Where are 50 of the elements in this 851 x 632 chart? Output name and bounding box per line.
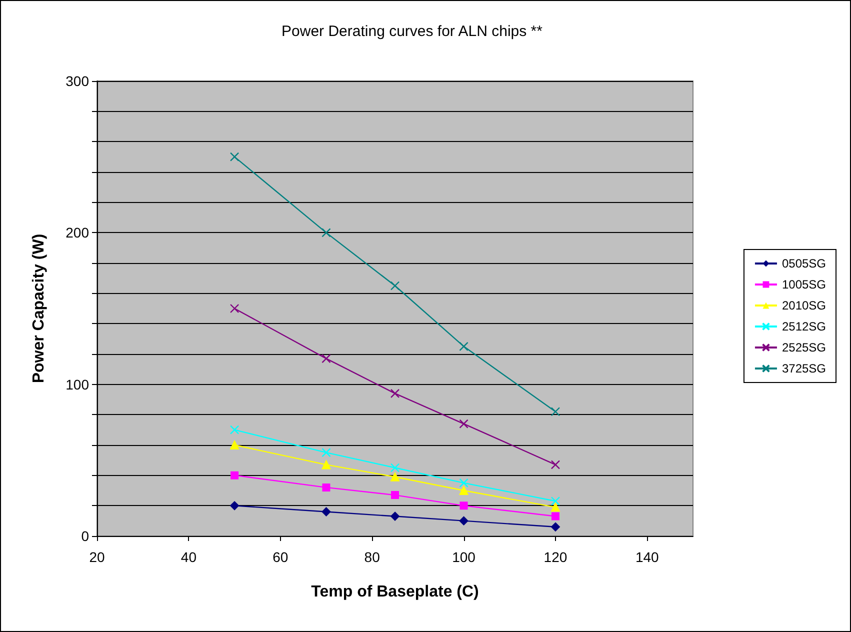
point — [322, 483, 330, 492]
point — [390, 472, 400, 482]
y-axis-title: Power Capacity (W) — [30, 234, 48, 384]
point — [391, 491, 399, 500]
point — [230, 440, 240, 450]
y-tick-label: 300 — [66, 73, 90, 89]
point — [230, 471, 239, 480]
chart-title: Power Derating curves for ALN chips ** — [282, 23, 543, 40]
x-tick-label: 120 — [544, 549, 568, 565]
legend-label: 0505SG — [782, 256, 826, 270]
legend-label: 2512SG — [782, 320, 826, 334]
point — [459, 342, 468, 352]
legend-label: 3725SG — [782, 362, 826, 376]
x-tick-label: 140 — [635, 549, 660, 565]
x-tick-label: 60 — [272, 549, 288, 565]
point — [322, 460, 331, 470]
y-tick-label: 200 — [66, 224, 90, 241]
x-tick-label: 80 — [364, 549, 380, 565]
point — [459, 486, 468, 495]
point — [390, 463, 400, 472]
point — [390, 388, 400, 398]
point — [322, 448, 331, 458]
x-tick-label: 20 — [89, 549, 105, 565]
x-tick-label: 100 — [452, 549, 476, 565]
x-tick-label: 40 — [180, 549, 197, 565]
point — [550, 502, 560, 512]
legend-label: 1005SG — [782, 278, 826, 292]
legend-label: 2010SG — [782, 298, 826, 312]
point — [459, 419, 468, 428]
point — [230, 304, 240, 314]
point — [390, 512, 400, 521]
point — [230, 152, 240, 162]
y-tick-label: 100 — [66, 376, 90, 392]
y-tick-label: 0 — [81, 528, 90, 544]
point — [322, 228, 331, 238]
point — [550, 407, 560, 416]
point — [551, 512, 560, 520]
point — [230, 501, 240, 510]
point — [390, 281, 400, 290]
point — [550, 522, 560, 532]
point — [322, 354, 331, 364]
point — [230, 425, 240, 434]
point — [322, 507, 331, 516]
legend-label: 2525SG — [782, 340, 826, 354]
point — [459, 516, 468, 526]
point — [550, 460, 560, 470]
point — [459, 478, 468, 488]
x-axis-title: Temp of Baseplate (C) — [311, 584, 479, 600]
point — [460, 502, 468, 510]
point — [550, 496, 560, 506]
